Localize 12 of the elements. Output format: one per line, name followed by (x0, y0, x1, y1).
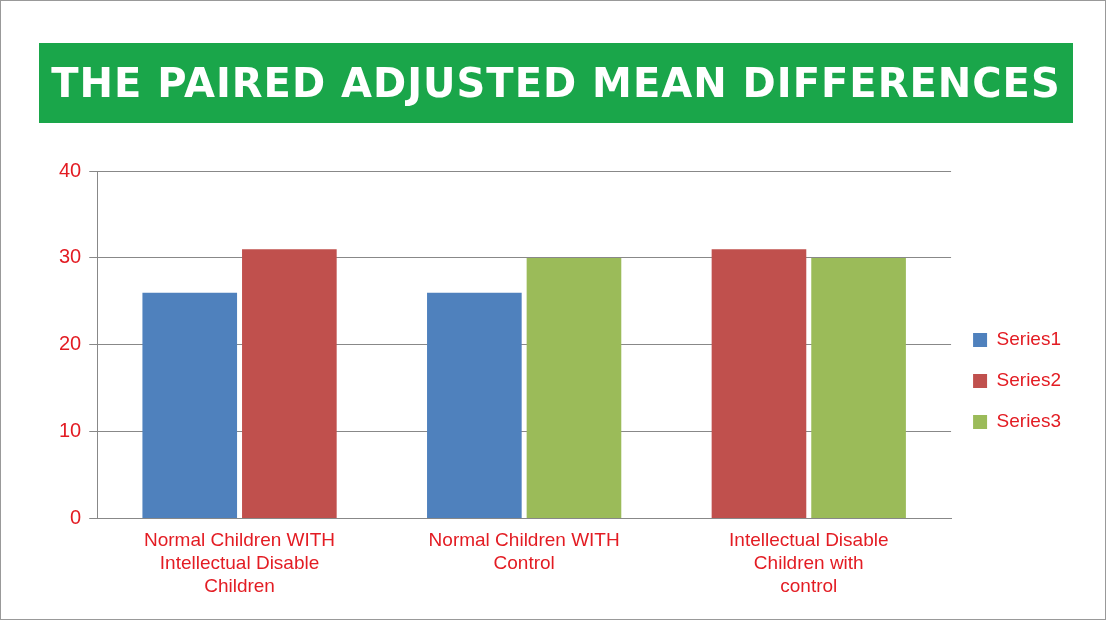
y-tick-label: 10 (59, 419, 82, 442)
x-tick-label: Normal Children WITH Control (428, 529, 620, 574)
x-tick-label: Intellectual Disable Children with control (729, 529, 889, 596)
y-tick-label: 40 (59, 158, 82, 181)
legend-label: Series2 (996, 369, 1061, 391)
legend-label: Series1 (996, 328, 1061, 350)
y-tick-label: 20 (59, 332, 82, 355)
chart-title: THE PAIRED ADJUSTED MEAN DIFFERENCES (39, 43, 1073, 123)
x-tick-label: Normal Children WITH Intellectual Disable Children (144, 529, 336, 596)
legend-label: Series3 (996, 410, 1061, 432)
y-tick-label: 0 (70, 506, 82, 529)
y-tick-label: 30 (59, 245, 82, 268)
